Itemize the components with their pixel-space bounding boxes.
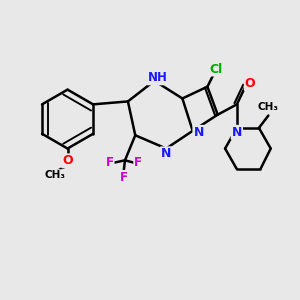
Text: O: O <box>245 77 255 90</box>
Text: F: F <box>119 171 128 184</box>
Text: CH₃: CH₃ <box>45 170 66 180</box>
Text: O: O <box>62 154 73 167</box>
Text: N: N <box>232 126 242 139</box>
Text: Cl: Cl <box>209 62 222 76</box>
Text: CH₃: CH₃ <box>258 102 279 112</box>
Text: F: F <box>106 156 114 169</box>
Text: N: N <box>161 147 171 160</box>
Text: N: N <box>194 126 204 139</box>
Text: NH: NH <box>147 71 167 84</box>
Text: F: F <box>134 156 142 169</box>
